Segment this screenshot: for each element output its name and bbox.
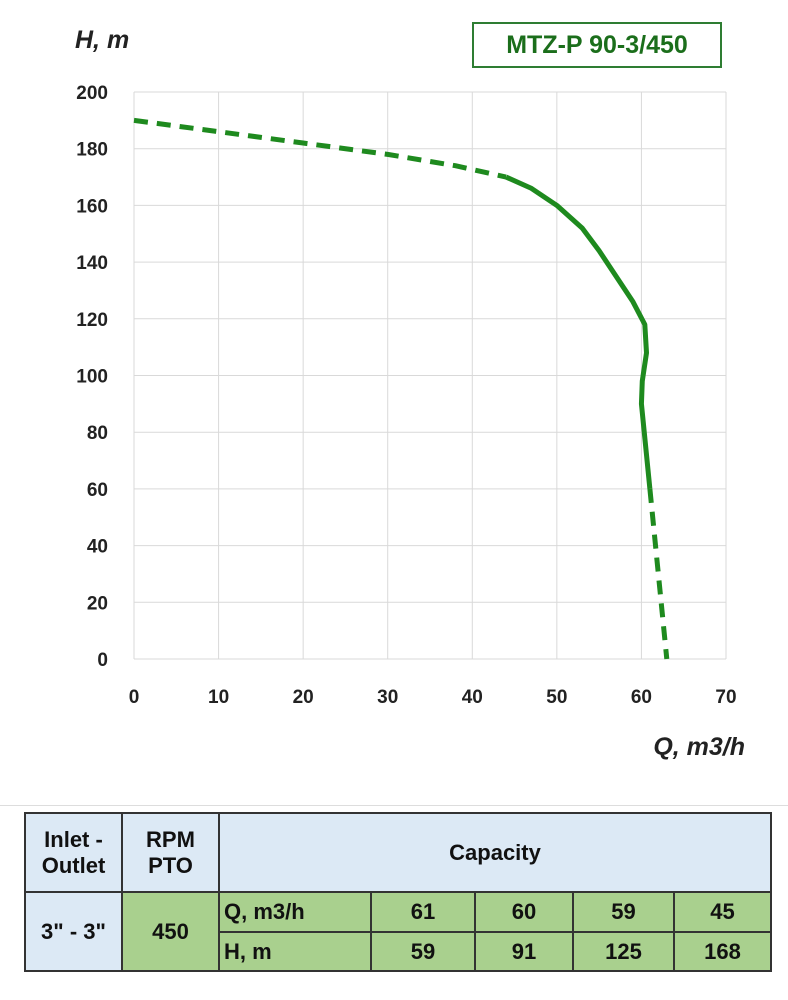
pump-curve-chart: 0 10 20 30 40 50 60 70 0 20 40 60 80 100 120 140 160 180 2… <box>75 26 745 761</box>
capacity-header: Capacity <box>218 812 772 893</box>
x-tick-label: 10 <box>208 687 229 708</box>
divider <box>0 805 788 806</box>
chart-title: MTZ-P 90-3/450 <box>472 22 722 68</box>
y-tick-label: 20 <box>87 593 108 614</box>
inlet-outlet-header: Inlet - Outlet <box>24 812 123 893</box>
y-tick-label: 100 <box>76 367 108 388</box>
rpm-header: RPM PTO <box>121 812 220 893</box>
x-tick-label: 40 <box>462 687 483 708</box>
y-tick-label: 140 <box>76 253 108 274</box>
h-label: H, m <box>218 931 372 972</box>
y-axis-label: H, m <box>75 26 129 54</box>
y-tick-label: 80 <box>87 423 108 444</box>
h-value: 125 <box>572 931 675 972</box>
rpm-value: 450 <box>121 891 220 972</box>
q-value: 59 <box>572 891 675 933</box>
curve-operating-range <box>505 174 653 490</box>
x-tick-label: 60 <box>631 687 652 708</box>
q-value: 45 <box>673 891 772 933</box>
h-value: 168 <box>673 931 772 972</box>
x-tick-label: 30 <box>377 687 398 708</box>
q-label: Q, m3/h <box>218 891 372 933</box>
curve-extrapolated-low <box>133 117 507 180</box>
outlet-label: Outlet <box>41 852 106 878</box>
pto-label: PTO <box>148 852 193 878</box>
inlet-label: Inlet - <box>44 826 103 852</box>
curve-extrapolated-high <box>647 488 670 660</box>
y-tick-label: 40 <box>87 537 108 558</box>
y-tick-label: 0 <box>97 650 108 671</box>
h-value: 91 <box>474 931 574 972</box>
h-value: 59 <box>370 931 476 972</box>
y-tick-label: 120 <box>76 310 108 331</box>
q-value: 61 <box>370 891 476 933</box>
y-tick-label: 180 <box>76 140 108 161</box>
q-value: 60 <box>474 891 574 933</box>
y-tick-label: 200 <box>76 83 108 104</box>
rpm-label: RPM <box>146 826 195 852</box>
y-tick-label: 160 <box>76 196 108 217</box>
inlet-outlet-value: 3" - 3" <box>24 891 123 972</box>
y-tick-label: 60 <box>87 480 108 501</box>
x-tick-label: 0 <box>129 687 140 708</box>
x-tick-label: 20 <box>293 687 314 708</box>
x-tick-label: 70 <box>715 687 736 708</box>
x-tick-label: 50 <box>546 687 567 708</box>
capacity-table: Inlet - Outlet RPM PTO Capacity 3" - 3" 45… <box>24 812 772 972</box>
x-axis-label: Q, m3/h <box>653 733 745 761</box>
